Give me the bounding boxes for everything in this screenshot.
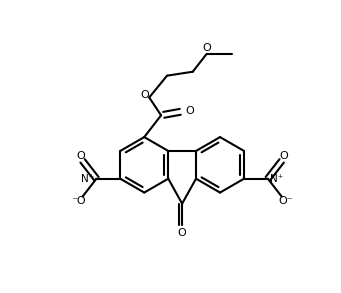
Text: O: O bbox=[140, 91, 149, 100]
Text: N⁺: N⁺ bbox=[270, 174, 283, 184]
Text: O: O bbox=[76, 151, 85, 161]
Text: O⁻: O⁻ bbox=[278, 197, 293, 207]
Text: N⁺: N⁺ bbox=[81, 174, 94, 184]
Text: O: O bbox=[202, 43, 211, 53]
Text: O: O bbox=[178, 228, 187, 239]
Text: O: O bbox=[186, 106, 194, 116]
Text: O: O bbox=[279, 151, 288, 161]
Text: ⁻O: ⁻O bbox=[71, 197, 86, 207]
